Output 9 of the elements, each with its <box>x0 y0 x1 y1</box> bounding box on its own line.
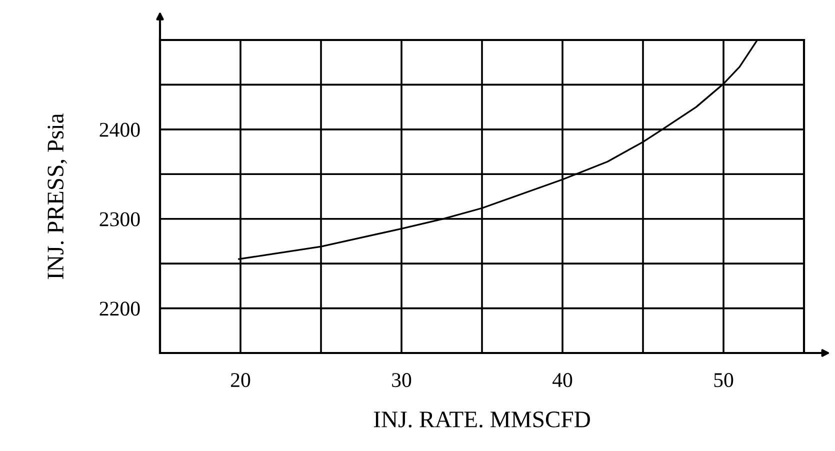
y-tick-label: 2400 <box>100 122 140 137</box>
x-tick-label: 30 <box>392 373 412 388</box>
x-tick-label: 40 <box>552 373 572 388</box>
x-axis-title: INJ. RATE. MMSCFD <box>374 412 590 428</box>
y-tick-label: 2300 <box>100 212 140 226</box>
x-tick-label: 50 <box>714 373 734 388</box>
y-tick-label: 2200 <box>100 302 140 316</box>
y-axis-title: INJ. PRESS, Psia <box>48 114 67 279</box>
x-tick-label: 20 <box>231 373 250 388</box>
